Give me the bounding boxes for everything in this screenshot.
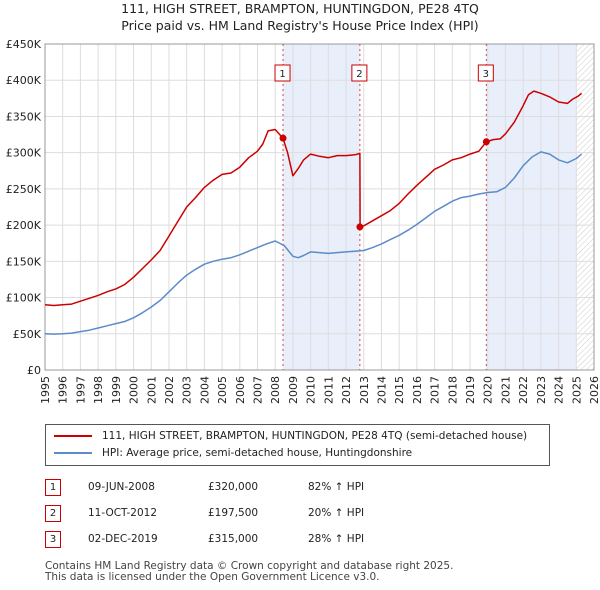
sale-hpi-diff: 20% ↑ HPI <box>308 507 365 519</box>
property-price-line <box>44 90 583 307</box>
y-tick-label: £100K <box>6 292 42 305</box>
footer-licence: This data is licensed under the Open Gov… <box>45 570 380 583</box>
x-tick-label: 2006 <box>234 376 247 404</box>
sale-label-box <box>477 64 494 82</box>
x-tick-label: 1998 <box>92 376 105 404</box>
hpi-line <box>44 151 583 335</box>
chart-subtitle: Price paid vs. HM Land Registry's House … <box>121 18 479 33</box>
legend-label-hpi: HPI: Average price, semi-detached house,… <box>102 447 413 459</box>
legend-label-property: 111, HIGH STREET, BRAMPTON, HUNTINGDON, … <box>102 430 528 442</box>
table-row: 2 11-OCT-2012 £197,500 20% ↑ HPI <box>45 500 364 526</box>
y-tick-label: £200K <box>6 219 42 232</box>
sale-hpi-diff: 28% ↑ HPI <box>308 533 365 545</box>
x-tick-label: 1997 <box>74 376 87 404</box>
x-tick-label: 2022 <box>517 376 530 404</box>
legend: 111, HIGH STREET, BRAMPTON, HUNTINGDON, … <box>45 424 550 466</box>
x-tick-label: 2015 <box>393 376 406 404</box>
sale-label-box <box>351 64 368 82</box>
sale-date: 09-JUN-2008 <box>88 481 155 493</box>
x-tick-label: 2014 <box>375 376 388 404</box>
plot-frame <box>44 43 595 371</box>
sale-date: 02-DEC-2019 <box>88 533 158 545</box>
x-tick-label: 2011 <box>322 376 335 404</box>
y-tick-label: £450K <box>6 38 42 51</box>
table-row: 3 02-DEC-2019 £315,000 28% ↑ HPI <box>45 526 364 552</box>
x-tick-label: 2004 <box>198 376 211 404</box>
x-tick-label: 2016 <box>411 376 424 404</box>
x-tick-label: 2000 <box>128 376 141 404</box>
sale-label-text: 3 <box>483 69 489 80</box>
sale-band-3 <box>486 44 577 370</box>
x-tick-label: 2012 <box>340 376 353 404</box>
sale-label-box <box>274 64 291 82</box>
x-tick-label: 2025 <box>570 376 583 404</box>
sale-band-1-2 <box>283 44 360 370</box>
x-tick-label: 2017 <box>429 376 442 404</box>
table-row: 1 09-JUN-2008 £320,000 82% ↑ HPI <box>45 474 364 500</box>
legend-swatch-property <box>54 435 92 437</box>
y-tick-label: £50K <box>13 328 42 341</box>
y-tick-label: £300K <box>6 147 42 160</box>
sale-number-badge: 2 <box>45 504 61 522</box>
x-tick-label: 2020 <box>482 376 495 404</box>
sale-date: 11-OCT-2012 <box>88 507 157 519</box>
x-tick-label: 2018 <box>446 376 459 404</box>
sale-label-text: 1 <box>279 69 285 80</box>
x-tick-label: 2024 <box>553 376 566 404</box>
y-tick-label: £350K <box>6 110 42 123</box>
sale-price: £315,000 <box>208 533 259 545</box>
x-tick-label: 2021 <box>499 376 512 404</box>
legend-item-property: 111, HIGH STREET, BRAMPTON, HUNTINGDON, … <box>54 429 527 443</box>
x-tick-label: 2023 <box>535 376 548 404</box>
chart-title: 111, HIGH STREET, BRAMPTON, HUNTINGDON, … <box>121 1 479 16</box>
price-chart: 1 2 3 £0 £50K £100K £150K £200K £250K £300K £350K £… <box>6 38 600 404</box>
x-tick-label: 1999 <box>110 376 123 404</box>
sale-point <box>482 138 490 146</box>
sale-price: £197,500 <box>208 507 259 519</box>
x-tick-label: 2013 <box>358 376 371 404</box>
x-tick-label: 2001 <box>145 376 158 404</box>
x-tick-label: 2019 <box>464 376 477 404</box>
x-tick-label: 2008 <box>269 376 282 404</box>
sale-price: £320,000 <box>208 481 259 493</box>
sale-number-badge: 1 <box>45 478 61 496</box>
x-tick-label: 1996 <box>57 376 70 404</box>
x-tick-label: 2026 <box>588 376 600 404</box>
x-tick-label: 2010 <box>305 376 318 404</box>
x-tick-label: 2005 <box>216 376 229 404</box>
footer: Contains HM Land Registry data © Crown c… <box>45 561 453 582</box>
sales-table: 1 09-JUN-2008 £320,000 82% ↑ HPI 2 11-OC… <box>45 474 364 552</box>
x-tick-label: 2007 <box>252 376 265 404</box>
y-tick-label: £150K <box>6 255 42 268</box>
x-tick-label: 2009 <box>287 376 300 404</box>
y-tick-label: £0 <box>27 364 41 377</box>
y-tick-label: £250K <box>6 183 42 196</box>
x-tick-label: 2003 <box>181 376 194 404</box>
sale-number-badge: 3 <box>45 530 61 548</box>
footer-copyright: Contains HM Land Registry data © Crown c… <box>45 560 454 572</box>
x-tick-label: 2002 <box>163 376 176 404</box>
sale-point <box>356 223 364 231</box>
y-tick-label: £400K <box>6 74 42 87</box>
legend-item-hpi: HPI: Average price, semi-detached house,… <box>54 446 412 460</box>
x-tick-label: 1995 <box>39 376 52 404</box>
sale-point <box>279 134 287 142</box>
future-hatch-area <box>576 44 594 370</box>
sale-label-text: 2 <box>356 69 362 80</box>
sale-hpi-diff: 82% ↑ HPI <box>308 481 365 493</box>
legend-swatch-hpi <box>54 452 92 454</box>
